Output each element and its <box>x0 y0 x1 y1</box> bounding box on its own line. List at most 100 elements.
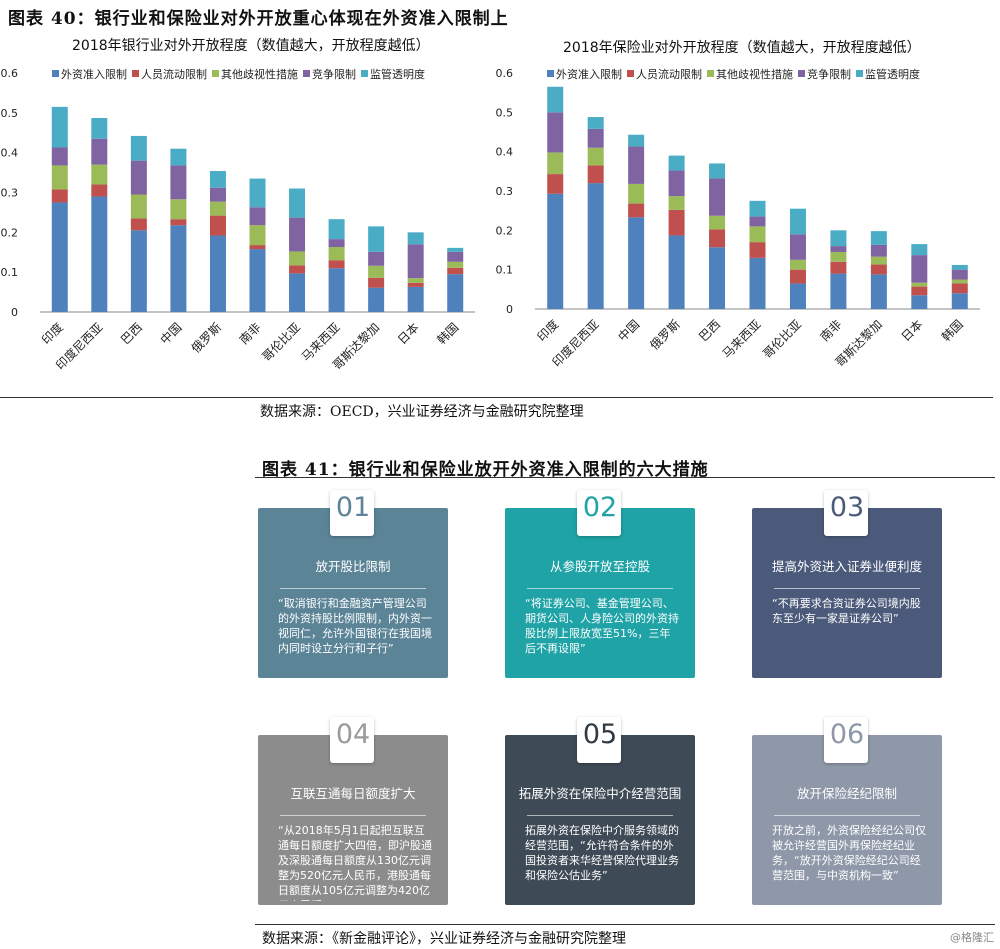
bar-segment <box>328 260 345 269</box>
card-divider <box>774 815 920 816</box>
bar-segment <box>628 134 645 147</box>
bar-segment <box>249 178 266 208</box>
bar-segment <box>130 160 147 195</box>
bar-segment <box>547 174 564 194</box>
bar-segment <box>407 286 424 312</box>
bar-segment <box>789 269 806 284</box>
legend-swatch <box>856 70 863 77</box>
legend-swatch <box>627 70 634 77</box>
bar-segment <box>911 295 928 309</box>
card-title: 提高外资进入证券业便利度 <box>771 559 922 574</box>
card-title: 互联互通每日额度扩大 <box>290 786 416 801</box>
figure-41-source: 数据来源：《新金融评论》，兴业证券经济与金融研究院整理 <box>262 931 626 947</box>
bar-segment <box>709 215 726 230</box>
legend-entry: 人员流动限制 <box>636 67 702 81</box>
bar-segment <box>209 215 226 236</box>
card-background <box>505 735 695 905</box>
y-tick-label: 0.1 <box>496 264 514 277</box>
bar-segment <box>587 183 604 309</box>
legend-swatch <box>132 70 139 77</box>
figure-40-source: 数据来源：OECD，兴业证券经济与金融研究院整理 <box>260 404 584 420</box>
bar-segment <box>830 230 847 247</box>
bar-segment <box>749 242 766 258</box>
figure-41-title: 图表 41：银行业和保险业放开外资准入限制的六大措施 <box>262 460 709 480</box>
card-body: 开放之前，外资保险经纪公司仅被允许经营国外再保险经纪业务，“放开外资保险经纪公司… <box>772 824 926 882</box>
x-tick-label: 印度 <box>534 317 562 345</box>
bar-segment <box>951 269 968 280</box>
x-tick-label: 南非 <box>236 320 264 348</box>
bar-segment <box>328 239 345 248</box>
y-tick-label: 0.6 <box>496 67 514 80</box>
card-divider <box>280 815 426 816</box>
x-tick-label: 日本 <box>395 320 422 347</box>
bar-segment <box>91 164 108 185</box>
bar-segment <box>911 282 928 287</box>
bar-segment <box>130 135 147 161</box>
bar-segment <box>368 287 385 312</box>
measure-card: 01 放开股比限制 “取消银行和金融资产管理公司的外资持股比例限制，内外资一视同仁，… <box>258 490 448 678</box>
bar-segment <box>407 232 424 245</box>
bar-segment <box>870 244 887 257</box>
y-tick-label: 0.6 <box>1 67 19 80</box>
bar-segment <box>911 244 928 256</box>
bar-segment <box>587 117 604 129</box>
measure-card: 05 拓展外资在保险中介经营范围 拓展外资在保险中介服务领域的经营范围，“允许符合条… <box>505 717 695 905</box>
bar-segment <box>209 187 226 202</box>
card-number-tab <box>824 490 868 536</box>
card-number-tab <box>577 490 621 536</box>
x-tick-label: 哥伦比亚 <box>760 317 805 362</box>
bar-segment <box>709 163 726 179</box>
card-background <box>752 735 942 905</box>
bar-segment <box>130 230 147 312</box>
bar-segment <box>830 261 847 274</box>
legend-swatch <box>361 70 368 77</box>
card-number-tab <box>824 717 868 763</box>
bar-segment <box>170 165 187 200</box>
measure-card: 02 从参股开放至控股 “将证券公司、基金管理公司、期货公司、人身险公司的外资持股比… <box>505 490 695 678</box>
x-tick-label: 韩国 <box>434 320 462 348</box>
x-tick-label: 巴西 <box>696 317 723 344</box>
x-tick-label: 巴西 <box>118 320 145 347</box>
bar-segment <box>628 217 645 309</box>
bar-segment <box>407 278 424 283</box>
y-tick-label: 0.1 <box>1 266 19 279</box>
bar-segment <box>447 274 464 312</box>
card-divider <box>527 588 673 589</box>
bar-segment <box>830 273 847 309</box>
bar-segment <box>249 225 266 246</box>
legend-swatch <box>547 70 554 77</box>
x-tick-label: 南非 <box>817 317 845 345</box>
bar-segment <box>749 257 766 309</box>
legend-entry: 竞争限制 <box>807 67 851 81</box>
card-number: 03 <box>829 492 865 523</box>
chart-title: 2018年银行业对外开放程度（数值越大，开放程度越低） <box>72 38 430 54</box>
bar-segment <box>328 219 345 240</box>
bar-segment <box>628 146 645 184</box>
x-tick-label: 俄罗斯 <box>647 317 682 352</box>
card-number: 05 <box>582 719 618 750</box>
bar-segment <box>170 225 187 312</box>
card-background <box>752 508 942 678</box>
x-tick-label: 俄罗斯 <box>189 320 224 355</box>
bar-segment <box>407 282 424 287</box>
legend-entry: 监管透明度 <box>370 67 425 81</box>
bar-segment <box>587 128 604 148</box>
bar-segment <box>51 165 68 190</box>
legend-entry: 其他歧视性措施 <box>716 67 793 81</box>
card-number-tab <box>330 490 374 536</box>
bar-segment <box>951 293 968 309</box>
y-tick-label: 0.3 <box>496 185 514 198</box>
bar-segment <box>830 251 847 262</box>
card-number: 04 <box>335 719 371 750</box>
bar-segment <box>289 265 306 274</box>
bar-segment <box>209 201 226 216</box>
card-number-tab <box>330 717 374 763</box>
bar-segment <box>668 155 685 171</box>
x-tick-label: 印度 <box>38 320 66 348</box>
bar-segment <box>951 283 968 294</box>
bar-segment <box>547 112 564 153</box>
bar-segment <box>951 264 968 270</box>
bar-segment <box>328 247 345 261</box>
bar-segment <box>328 268 345 312</box>
y-tick-label: 0.2 <box>1 226 19 239</box>
